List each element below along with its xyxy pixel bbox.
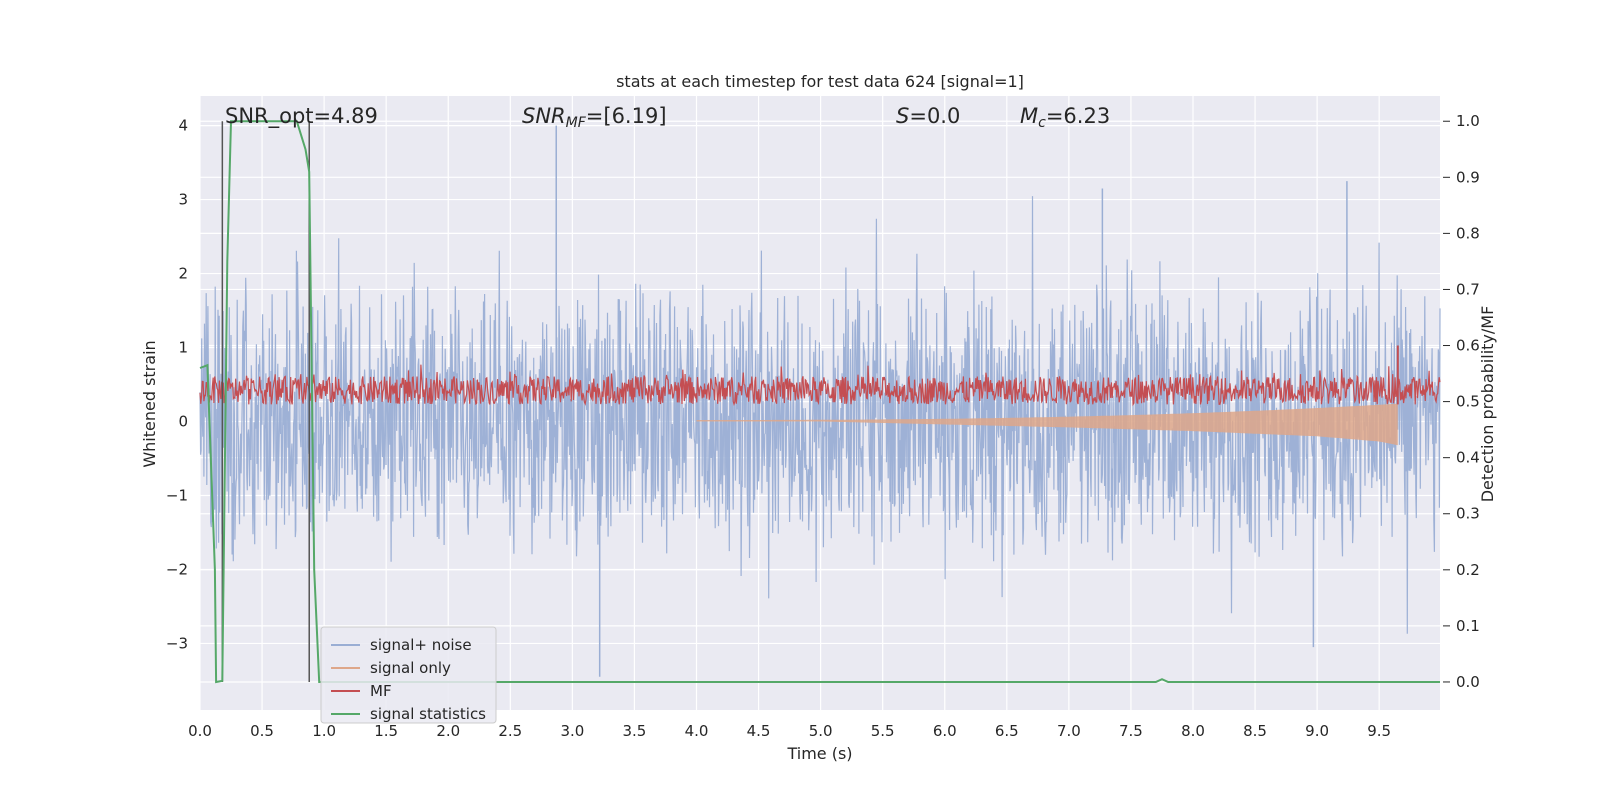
legend-label: signal statistics bbox=[370, 705, 486, 723]
y-left-tick-label: 0 bbox=[178, 412, 188, 430]
x-tick-label: 6.0 bbox=[933, 722, 957, 740]
signal-noise-series bbox=[199, 125, 1441, 677]
x-tick-label: 5.5 bbox=[871, 722, 895, 740]
x-tick-label: 4.0 bbox=[685, 722, 709, 740]
y-right-tick-label: 0.3 bbox=[1456, 505, 1480, 523]
signal-noise-line bbox=[199, 196, 1441, 634]
x-tick-label: 2.0 bbox=[436, 722, 460, 740]
x-tick-label: 3.0 bbox=[560, 722, 584, 740]
x-axis-label: Time (s) bbox=[786, 744, 852, 763]
x-tick-label: 1.0 bbox=[312, 722, 336, 740]
x-tick-label: 0.0 bbox=[188, 722, 212, 740]
y-right-tick-label: 0.1 bbox=[1456, 617, 1480, 635]
signal-only-series bbox=[696, 403, 1398, 446]
x-tick-label: 8.5 bbox=[1243, 722, 1267, 740]
signal-statistics-line bbox=[199, 120, 1440, 684]
y-right-tick-label: 0.6 bbox=[1456, 337, 1480, 355]
x-tick-label: 4.5 bbox=[747, 722, 771, 740]
y-left-tick-label: 2 bbox=[178, 265, 188, 283]
legend-label: signal only bbox=[370, 659, 451, 677]
y-left-tick-labels: 4 3 2 1 0 −1 −2 −3 bbox=[166, 117, 188, 653]
snr-opt-annotation: SNR_opt=4.89 bbox=[225, 104, 378, 129]
x-tick-label: 2.5 bbox=[498, 722, 522, 740]
x-tick-label: 9.0 bbox=[1305, 722, 1329, 740]
y-right-tick-label: 0.5 bbox=[1456, 393, 1480, 411]
x-tick-label: 0.5 bbox=[250, 722, 274, 740]
y-left-axis-label: Whitened strain bbox=[140, 340, 159, 467]
x-tick-label: 1.5 bbox=[374, 722, 398, 740]
legend-label: signal+ noise bbox=[370, 636, 472, 654]
y-left-tick-label: 1 bbox=[178, 339, 188, 357]
y-right-tick-label: 0.0 bbox=[1456, 673, 1480, 691]
y-left-tick-label: −2 bbox=[166, 560, 188, 578]
y-right-tick-label: 0.4 bbox=[1456, 449, 1480, 467]
signal-statistics-series bbox=[199, 120, 1440, 684]
y-right-tick-label: 0.8 bbox=[1456, 224, 1480, 242]
y-left-tick-label: 3 bbox=[178, 191, 188, 209]
x-tick-label: 7.0 bbox=[1057, 722, 1081, 740]
y-right-axis-label: Detection probability/MF bbox=[1478, 306, 1497, 503]
y-right-tick-label: 1.0 bbox=[1456, 112, 1480, 130]
y-right-tick-label: 0.7 bbox=[1456, 280, 1480, 298]
y-left-tick-label: −3 bbox=[166, 634, 188, 652]
y-left-tick-label: 4 bbox=[178, 117, 188, 135]
chart-title: stats at each timestep for test data 624… bbox=[616, 72, 1024, 91]
x-tick-label: 7.5 bbox=[1119, 722, 1143, 740]
x-tick-label: 9.5 bbox=[1367, 722, 1391, 740]
mc-annotation: Mc=6.23 bbox=[1020, 104, 1110, 131]
y-right-tick-label: 0.9 bbox=[1456, 168, 1480, 186]
snr-mf-annotation: SNRMF=[6.19] bbox=[522, 104, 667, 131]
legend-label: MF bbox=[370, 682, 392, 700]
legend: signal+ noise signal only MF signal statist… bbox=[320, 626, 497, 724]
mf-line bbox=[199, 364, 1441, 407]
x-tick-label: 6.5 bbox=[995, 722, 1019, 740]
y-left-tick-label: −1 bbox=[166, 486, 188, 504]
x-tick-label: 3.5 bbox=[623, 722, 647, 740]
x-tick-labels: 0.0 0.5 1.0 1.5 2.0 2.5 3.0 3.5 4.0 4.5 5.0 5.5 6.0 6… bbox=[188, 722, 1391, 740]
legend-box bbox=[320, 626, 497, 724]
y-right-tick-label: 0.2 bbox=[1456, 561, 1480, 579]
mf-series bbox=[199, 345, 1441, 407]
x-tick-label: 5.0 bbox=[809, 722, 833, 740]
y-right-tick-labels: 1.0 0.9 0.8 0.7 0.6 0.5 0.4 0.3 0.2 0.1 0.0 bbox=[1443, 112, 1480, 691]
x-tick-label: 8.0 bbox=[1181, 722, 1205, 740]
s-annotation: S=0.0 bbox=[896, 104, 960, 128]
signal-only-fill bbox=[696, 403, 1398, 446]
